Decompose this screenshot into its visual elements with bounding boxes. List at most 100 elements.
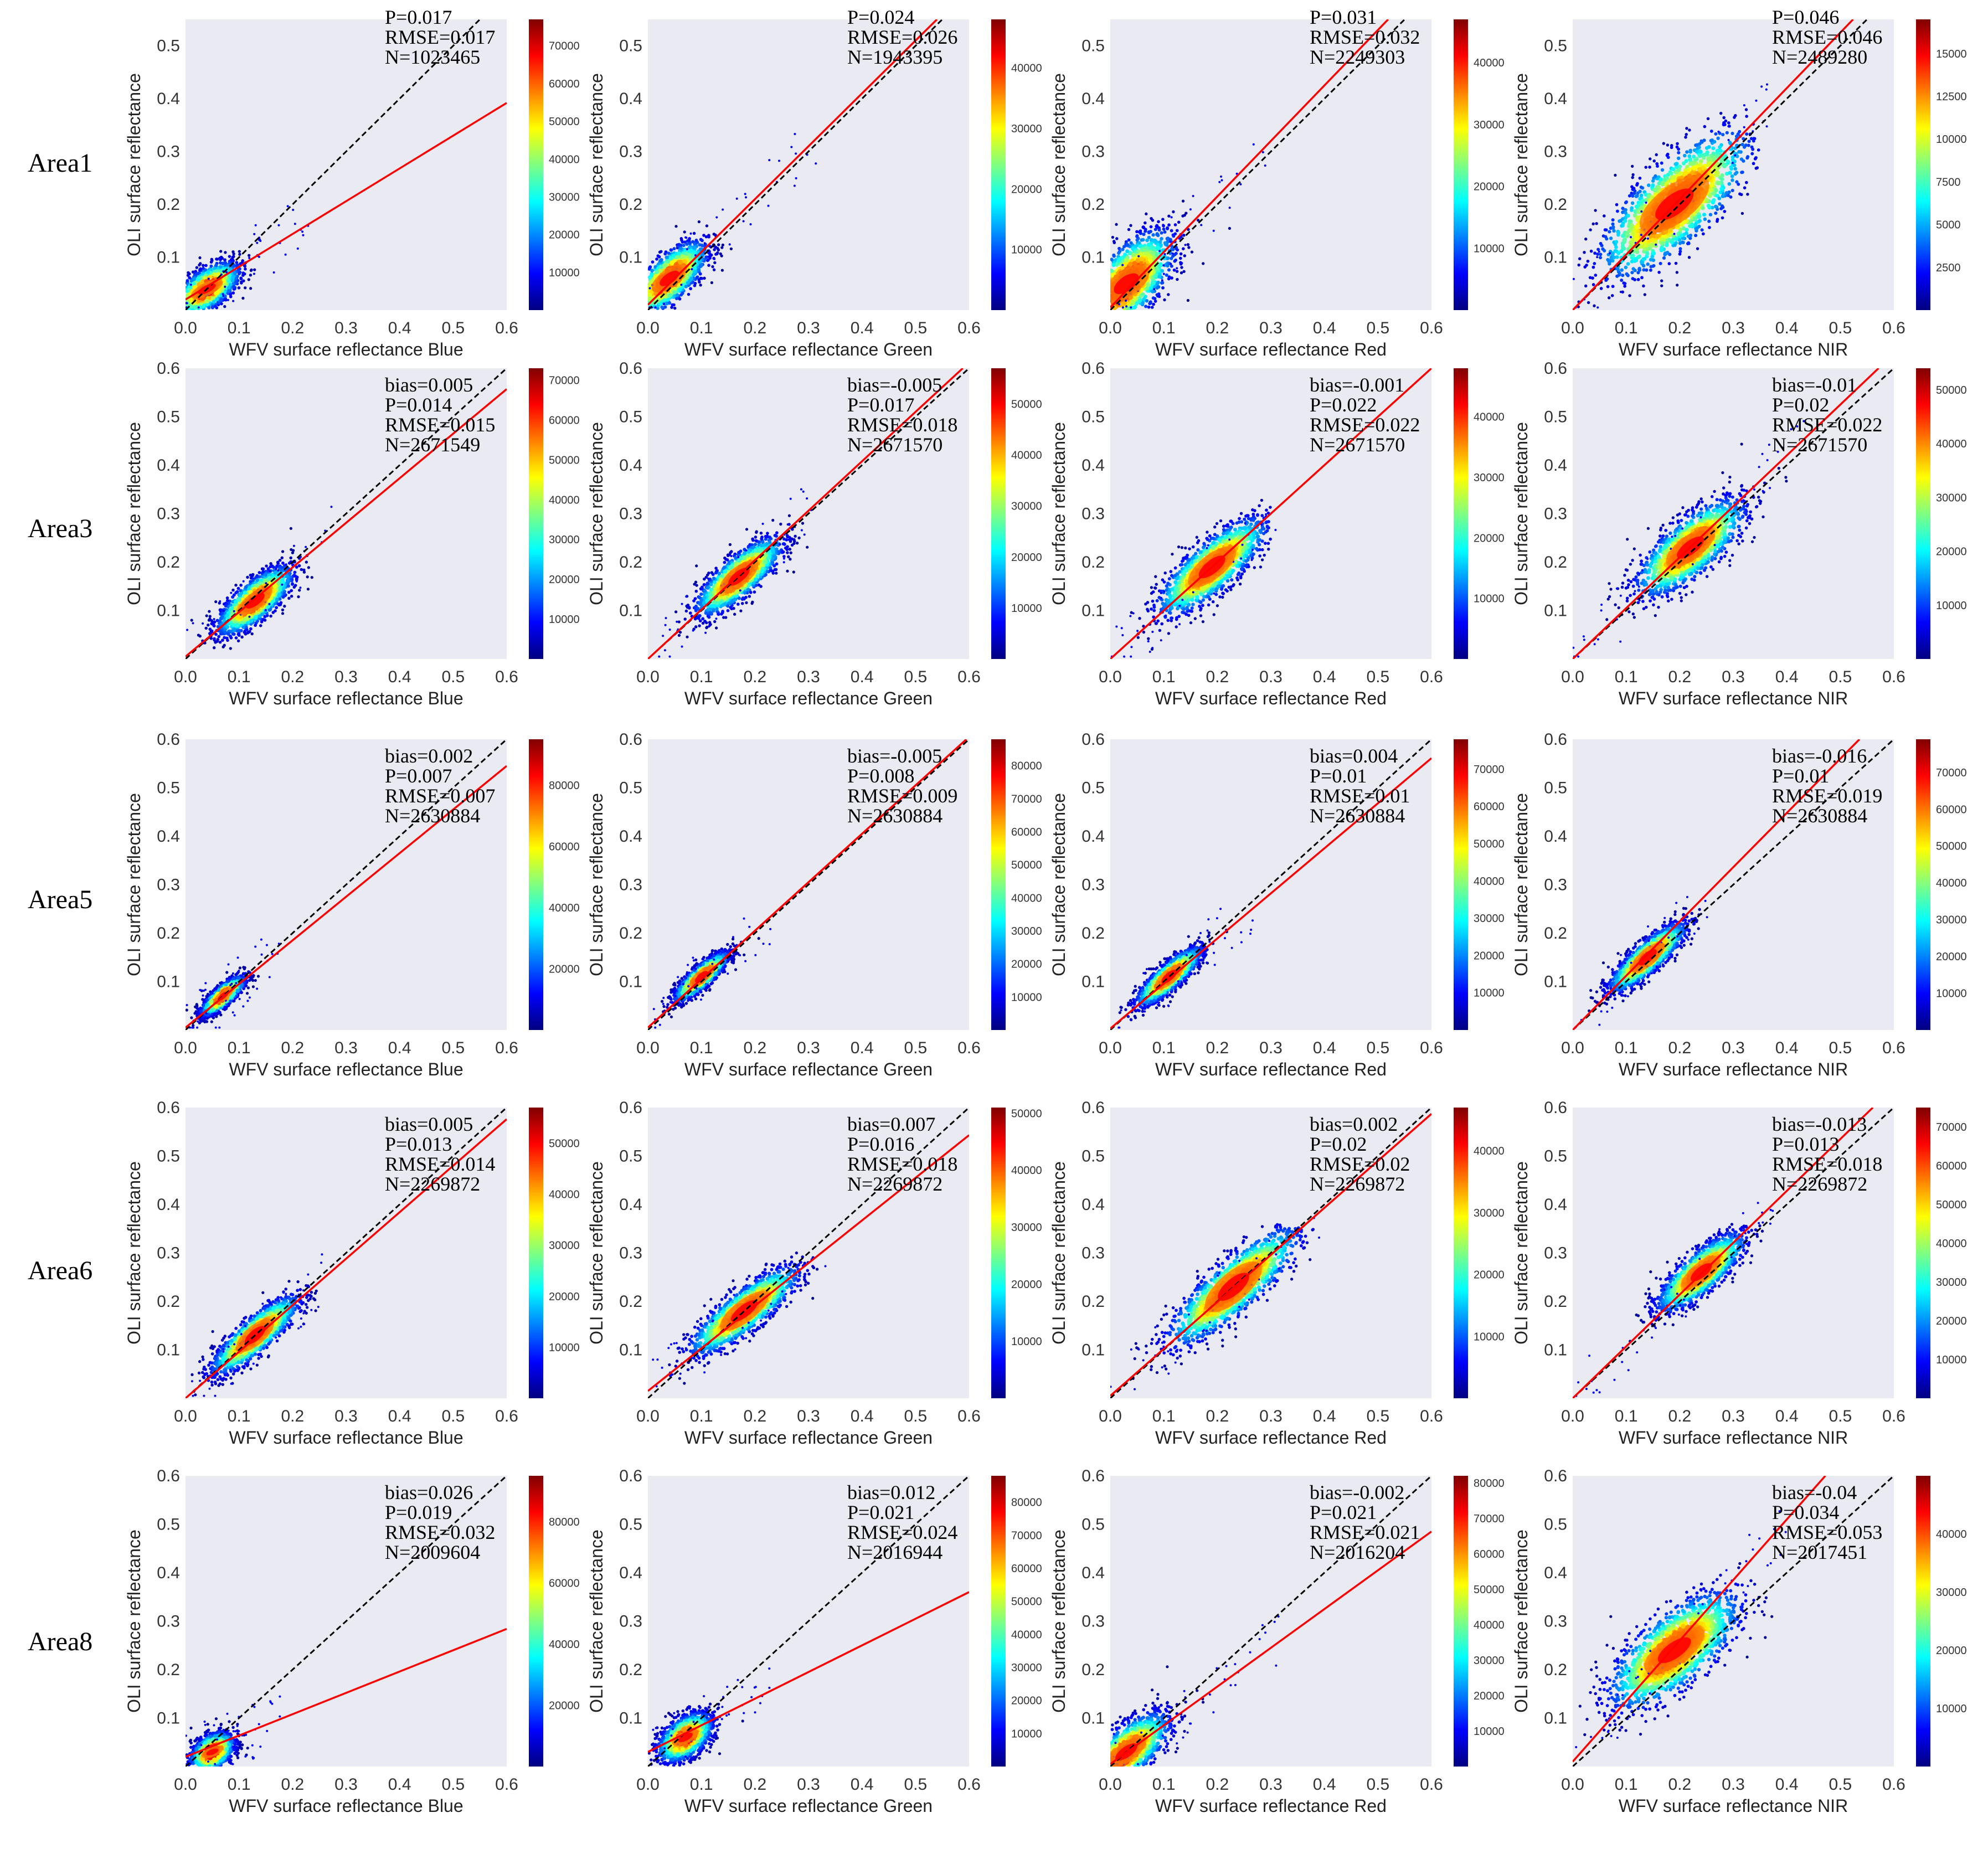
scatter-panel: 0.0 0.1 0.2 0.3 0.4 0.5 0.6 0.1 0.2 0.3 0.4 0.5 0.6 W…	[124, 1099, 580, 1448]
x-tick-label: 0.0	[636, 1775, 660, 1794]
one-to-one-line	[1573, 739, 1894, 1030]
stat-text: bias=0.026	[385, 1481, 473, 1503]
y-tick-label: 0.3	[619, 1244, 642, 1263]
regression-line	[186, 1628, 507, 1758]
colorbar-tick-label: 50000	[1011, 1596, 1042, 1608]
y-axis-label: OLI surface reflectance	[124, 1530, 144, 1713]
x-axis-label: WFV surface reflectance Blue	[229, 1796, 463, 1816]
y-axis-label: OLI surface reflectance	[1511, 422, 1531, 605]
colorbar-tick-label: 70000	[549, 40, 580, 53]
colorbar-tick-label: 80000	[1011, 760, 1042, 773]
scatter-panel: 0.0 0.1 0.2 0.3 0.4 0.5 0.6 0.1 0.2 0.3 0.4 0.5 0.6 W…	[586, 359, 1042, 708]
one-to-one-line	[1110, 1476, 1431, 1767]
x-axis-label: WFV surface reflectance Red	[1155, 1428, 1387, 1448]
y-axis-label: OLI surface reflectance	[1049, 422, 1069, 605]
x-tick-label: 0.0	[636, 668, 660, 686]
stat-text: RMSE=0.022	[1772, 414, 1882, 436]
colorbar-tick-label: 80000	[549, 1516, 580, 1528]
colorbar-tick-label: 30000	[1011, 1222, 1042, 1234]
x-tick-label: 0.3	[797, 1775, 820, 1794]
y-tick-label: 0.6	[1544, 1467, 1567, 1485]
y-tick-label: 0.2	[1544, 1661, 1567, 1679]
stat-text: N=2016944	[847, 1541, 943, 1563]
x-tick-label: 0.4	[851, 1775, 874, 1794]
colorbar	[529, 19, 543, 310]
stat-text: N=2630884	[385, 805, 480, 827]
colorbar-tick-label: 70000	[1011, 1530, 1042, 1542]
colorbar-tick-label: 30000	[1011, 925, 1042, 938]
regression-line	[1573, 19, 1854, 310]
regression-line	[1573, 368, 1879, 659]
stat-text: bias=-0.002	[1310, 1481, 1404, 1503]
colorbar-tick-label: 30000	[1474, 472, 1505, 484]
colorbar-tick-label: 70000	[549, 375, 580, 387]
y-tick-label: 0.5	[1081, 37, 1105, 55]
x-tick-label: 0.4	[851, 1039, 874, 1057]
stat-text: N=2630884	[1772, 805, 1867, 827]
stat-text: RMSE=0.019	[1772, 785, 1882, 807]
y-tick-label: 0.5	[619, 408, 642, 426]
stat-text: RMSE=0.007	[385, 785, 495, 807]
density-peak	[678, 1733, 693, 1742]
colorbar-tick-label: 40000	[1011, 63, 1042, 75]
y-tick-label: 0.5	[1544, 779, 1567, 797]
x-tick-label: 0.2	[281, 1775, 304, 1794]
colorbar-tick-label: 5000	[1936, 219, 1961, 231]
x-axis-label: WFV surface reflectance NIR	[1619, 1428, 1848, 1448]
density-points	[186, 1695, 281, 1767]
y-tick-label: 0.5	[157, 1147, 180, 1166]
y-axis-label: OLI surface reflectance	[586, 422, 606, 605]
stat-text: RMSE=0.02	[1310, 1153, 1410, 1175]
colorbar-tick-label: 30000	[1011, 123, 1042, 135]
colorbar-tick-label: 12500	[1936, 91, 1967, 103]
colorbar-tick-label: 20000	[1011, 552, 1042, 564]
colorbar-tick-label: 40000	[549, 902, 580, 914]
x-tick-label: 0.5	[441, 668, 465, 686]
y-axis-label: OLI surface reflectance	[1511, 73, 1531, 256]
stat-text: bias=-0.013	[1772, 1113, 1867, 1135]
stat-text: N=2269872	[385, 1173, 480, 1195]
one-to-one-line	[648, 19, 943, 310]
x-tick-label: 0.0	[636, 1407, 660, 1425]
x-tick-label: 0.3	[1259, 1407, 1283, 1425]
y-tick-label: 0.6	[157, 359, 180, 378]
y-tick-label: 0.2	[157, 195, 180, 214]
colorbar	[529, 368, 543, 659]
colorbar-tick-label: 30000	[1936, 914, 1967, 926]
x-axis-label: WFV surface reflectance Blue	[229, 1428, 463, 1448]
y-tick-label: 0.1	[1544, 1709, 1567, 1728]
y-tick-label: 0.1	[1081, 1709, 1105, 1728]
row-label: Area1	[28, 148, 92, 178]
y-tick-label: 0.4	[157, 456, 180, 475]
one-to-one-line	[1110, 19, 1405, 310]
colorbar-tick-label: 30000	[1474, 119, 1505, 131]
stat-text: RMSE=0.022	[1310, 414, 1420, 436]
x-tick-label: 0.1	[690, 1039, 713, 1057]
x-tick-label: 0.6	[1420, 1407, 1443, 1425]
density-peak	[1114, 273, 1139, 294]
x-tick-label: 0.6	[1420, 1039, 1443, 1057]
x-tick-label: 0.6	[1420, 319, 1443, 337]
x-axis-label: WFV surface reflectance NIR	[1619, 1796, 1848, 1816]
x-tick-label: 0.6	[495, 1407, 518, 1425]
one-to-one-line	[186, 739, 507, 1030]
x-tick-label: 0.2	[1206, 1775, 1229, 1794]
colorbar-tick-label: 40000	[1474, 1145, 1505, 1157]
y-tick-label: 0.3	[1544, 143, 1567, 161]
x-tick-label: 0.4	[1775, 1407, 1799, 1425]
y-tick-label: 0.1	[1544, 1341, 1567, 1360]
y-tick-label: 0.1	[157, 602, 180, 620]
colorbar	[1916, 368, 1930, 659]
y-tick-label: 0.4	[1081, 1564, 1105, 1582]
colorbar-tick-label: 70000	[1474, 1513, 1505, 1525]
density-peak	[206, 1748, 219, 1755]
x-tick-label: 0.2	[743, 1039, 766, 1057]
stat-text: P=0.021	[847, 1501, 914, 1523]
y-tick-label: 0.5	[1544, 408, 1567, 426]
x-axis-label: WFV surface reflectance Blue	[229, 688, 463, 708]
x-tick-label: 0.6	[957, 319, 981, 337]
colorbar-tick-label: 40000	[1011, 1165, 1042, 1177]
regression-line	[648, 368, 964, 659]
one-to-one-line	[186, 368, 507, 659]
colorbar	[1454, 19, 1468, 310]
